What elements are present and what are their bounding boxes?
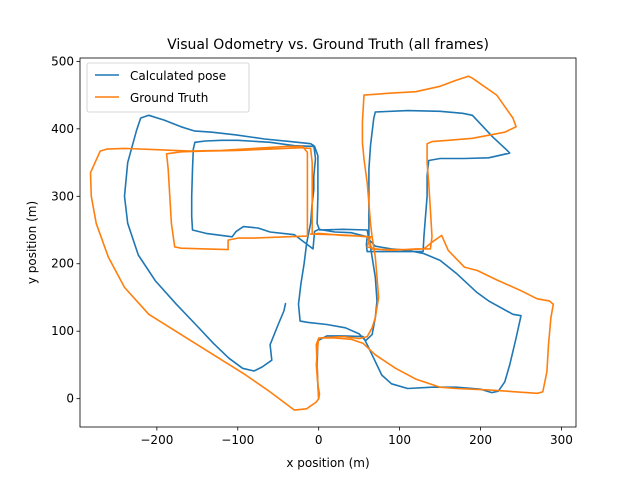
x-tick-label: 200: [469, 433, 492, 447]
x-tick-label: 300: [550, 433, 573, 447]
legend-label-ground-truth: Ground Truth: [130, 91, 208, 105]
x-tick-label: 0: [315, 433, 323, 447]
series-layer: [89, 75, 555, 411]
y-tick-label: 0: [66, 392, 74, 406]
series-line-ground-truth: [89, 75, 555, 411]
series-line-calculated-pose: [123, 109, 522, 400]
x-tick-label: −100: [221, 433, 254, 447]
y-tick-label: 400: [51, 122, 74, 136]
chart-title: Visual Odometry vs. Ground Truth (all fr…: [167, 37, 489, 53]
y-tick-label: 100: [51, 324, 74, 338]
y-tick-label: 200: [51, 257, 74, 271]
legend-box: [86, 62, 250, 113]
x-axis-ticks: −200 −100 0 100 200 300: [140, 427, 573, 447]
y-tick-label: 300: [51, 189, 74, 203]
legend: Calculated pose Ground Truth: [86, 62, 250, 113]
y-tick-label: 500: [51, 54, 74, 68]
y-axis-ticks: 0 100 200 300 400 500: [51, 54, 80, 406]
legend-label-calculated-pose: Calculated pose: [130, 69, 226, 83]
plot-frame: [79, 57, 577, 428]
y-axis-label: y position (m): [25, 201, 39, 284]
x-axis-label: x position (m): [286, 456, 369, 470]
x-tick-label: −200: [140, 433, 173, 447]
x-tick-label: 100: [388, 433, 411, 447]
